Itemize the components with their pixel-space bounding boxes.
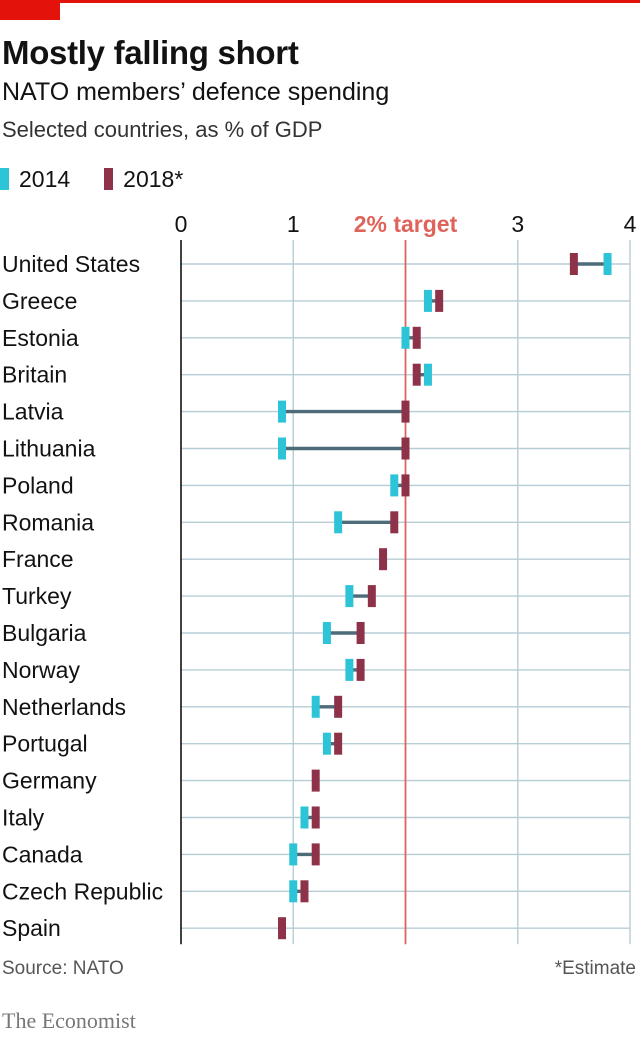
marker-2014: [390, 474, 399, 497]
marker-2014: [322, 732, 331, 755]
chart-title: Mostly falling short: [2, 34, 299, 71]
marker-2018: [311, 843, 320, 866]
category-label: Czech Republic: [2, 878, 163, 904]
category-label: Greece: [2, 288, 77, 314]
marker-2014: [345, 585, 354, 608]
estimate-footnote: *Estimate: [554, 958, 636, 979]
marker-2018: [569, 253, 578, 275]
publisher-brand: The Economist: [2, 1008, 136, 1033]
marker-2014: [278, 400, 287, 423]
category-label: Poland: [2, 472, 74, 498]
marker-2014: [423, 289, 432, 312]
top-rule: [0, 0, 640, 3]
brand-tab: [0, 0, 60, 20]
category-label: Estonia: [2, 325, 79, 351]
legend: 2014 2018*: [0, 163, 217, 195]
marker-2018: [401, 400, 410, 423]
category-label: Lithuania: [2, 436, 96, 462]
marker-2014: [423, 363, 432, 386]
x-tick-label: 1: [287, 211, 300, 237]
marker-2018: [300, 880, 309, 903]
legend-label-2018: 2018*: [123, 165, 184, 192]
legend-item-2014: 2014: [0, 166, 70, 193]
category-label: France: [2, 546, 74, 572]
chart-note: Selected countries, as % of GDP: [2, 117, 323, 142]
category-label: Italy: [2, 805, 45, 831]
category-label: Norway: [2, 657, 80, 683]
marker-2014: [345, 658, 354, 681]
marker-2014: [289, 843, 298, 866]
category-label: Romania: [2, 509, 94, 535]
marker-2014: [322, 622, 331, 644]
marker-2018: [278, 917, 287, 940]
category-label: Turkey: [2, 583, 72, 609]
category-label: Latvia: [2, 399, 64, 425]
marker-2018: [435, 289, 444, 312]
category-label: Germany: [2, 768, 97, 794]
marker-2018: [367, 585, 376, 608]
category-label: Spain: [2, 915, 61, 941]
category-label: Canada: [2, 841, 83, 867]
marker-2018: [334, 732, 343, 755]
target-label: 2% target: [354, 211, 458, 237]
marker-2014: [300, 806, 309, 829]
marker-2014: [334, 511, 343, 534]
legend-label-2014: 2014: [19, 165, 71, 192]
legend-swatch-2018: [104, 168, 114, 190]
marker-2018: [379, 548, 388, 571]
x-tick-label: 3: [511, 211, 524, 237]
marker-2014: [311, 695, 320, 718]
marker-2018: [311, 806, 320, 829]
marker-2014: [401, 326, 410, 349]
marker-2018: [412, 363, 421, 386]
legend-item-2018: 2018*: [104, 166, 183, 193]
marker-2014: [289, 880, 298, 903]
source-note: Source: NATO: [2, 958, 124, 979]
chart-subtitle: NATO members’ defence spending: [2, 78, 390, 106]
category-label: Netherlands: [2, 694, 126, 720]
marker-2014: [278, 437, 287, 460]
marker-2018: [311, 769, 320, 792]
dumbbell-chart: 0 1 3 4 2% target United States Greece Estonia B…: [2, 211, 637, 945]
marker-2018: [390, 511, 399, 534]
x-tick-label: 4: [624, 211, 637, 237]
category-label: Bulgaria: [2, 620, 87, 646]
marker-2018: [356, 622, 365, 644]
category-label: United States: [2, 251, 140, 277]
marker-2018: [356, 658, 365, 681]
marker-2018: [334, 695, 343, 718]
category-label: Portugal: [2, 731, 88, 757]
marker-2018: [401, 474, 410, 497]
marker-2018: [401, 437, 410, 460]
marker-2018: [412, 326, 421, 349]
legend-swatch-2014: [0, 168, 9, 190]
x-tick-label: 0: [175, 211, 188, 237]
category-label: Britain: [2, 362, 67, 388]
marker-2014: [603, 253, 612, 275]
